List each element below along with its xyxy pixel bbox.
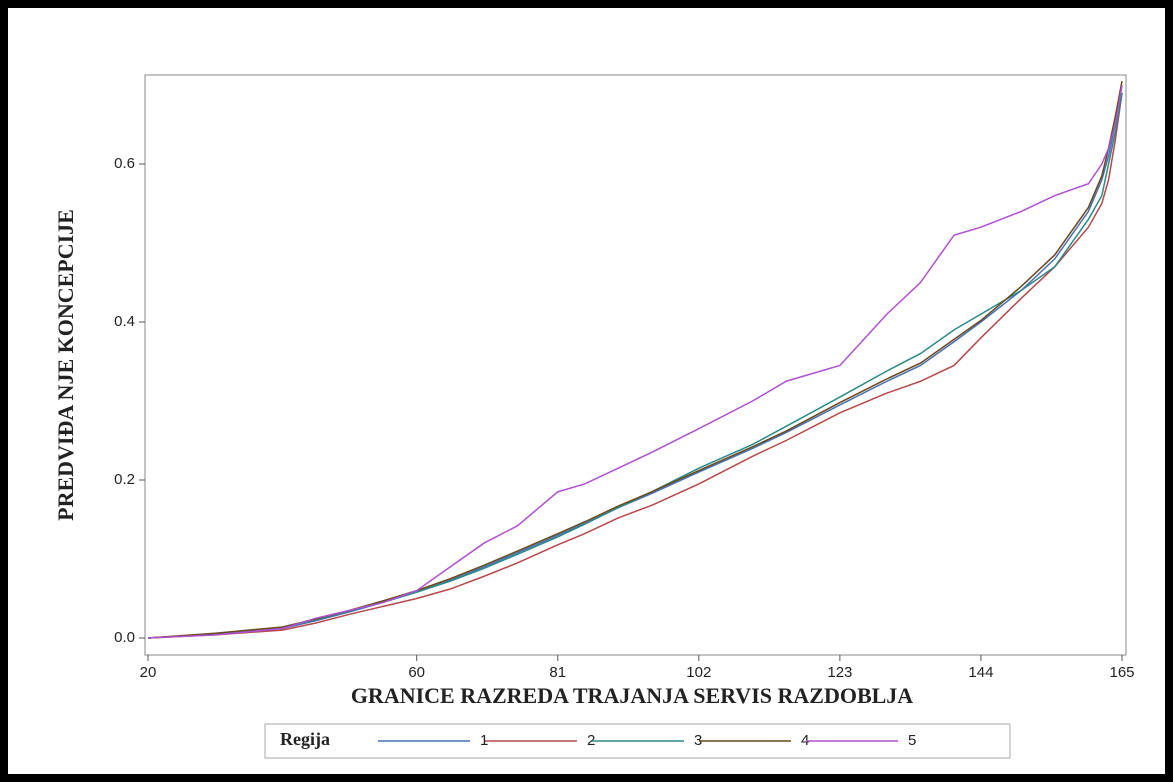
legend-label: 2 [587, 732, 595, 749]
x-axis-label: GRANICE RAZREDA TRAJANJA SERVIS RAZDOBLJ… [351, 683, 913, 708]
y-tick-label: 0.6 [114, 155, 135, 172]
legend-title: Regija [280, 729, 330, 749]
legend-label: 5 [908, 732, 916, 749]
legend-label: 4 [801, 732, 809, 749]
y-tick-label: 0.2 [114, 471, 135, 488]
y-tick-label: 0.0 [114, 629, 135, 646]
x-tick-label: 102 [686, 664, 711, 681]
legend-label: 3 [694, 732, 702, 749]
legend-label: 1 [480, 732, 488, 749]
x-tick-label: 60 [408, 664, 425, 681]
x-tick-label: 165 [1109, 664, 1134, 681]
y-tick-label: 0.4 [114, 313, 135, 330]
x-tick-label: 20 [140, 664, 157, 681]
y-axis-label: PREDVIĐA NJE KONCEPCIJE [53, 209, 78, 521]
x-tick-label: 123 [827, 664, 852, 681]
series-line [147, 80, 1123, 639]
series-line [147, 84, 1123, 639]
x-tick-label: 144 [968, 664, 993, 681]
plot-frame [144, 74, 1127, 656]
series-line [147, 92, 1123, 639]
x-tick-label: 81 [549, 664, 566, 681]
